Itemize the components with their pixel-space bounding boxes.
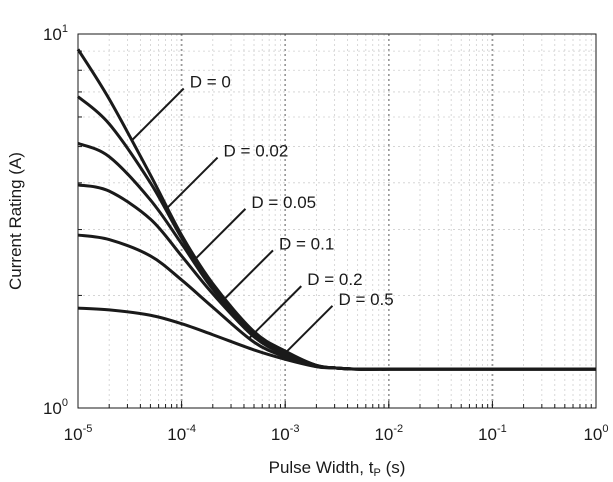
y-tick-label: 100 bbox=[43, 397, 68, 418]
series-lines bbox=[76, 48, 596, 371]
series-label-5: D = 0.5 bbox=[338, 290, 393, 309]
series-line-5 bbox=[77, 306, 596, 371]
y-tick-labels: 100 101 bbox=[43, 23, 68, 418]
series-label-3: D = 0.1 bbox=[279, 234, 334, 253]
x-tick-label: 10-2 bbox=[374, 423, 403, 444]
x-tick-label: 10-1 bbox=[478, 423, 507, 444]
annotation-leader-4 bbox=[248, 285, 302, 339]
annotation-leader-5 bbox=[279, 305, 334, 359]
x-tick-label: 10-3 bbox=[271, 423, 300, 444]
series-label-0: D = 0 bbox=[190, 73, 231, 92]
annotation-leader-3 bbox=[220, 249, 274, 304]
series-line-2 bbox=[77, 141, 596, 371]
annotation-leader-2 bbox=[192, 208, 247, 262]
series-annotations: D = 0 D = 0.02 D = 0.05 D = 0.1 D = 0.2D = 0… bbox=[131, 73, 394, 359]
x-tick-labels: 10-5 10-4 10-3 10-2 10-1 100 bbox=[64, 423, 609, 444]
x-tick-label: 10-4 bbox=[167, 423, 196, 444]
x-axis-title-main: Pulse Width, t bbox=[269, 458, 374, 477]
x-axis-title-unit: (s) bbox=[386, 458, 406, 477]
grid-lines bbox=[78, 34, 596, 408]
y-tick-label: 101 bbox=[43, 23, 68, 44]
x-axis-title-subscript: P bbox=[373, 467, 380, 479]
series-line-4 bbox=[77, 233, 596, 371]
x-tick-label: 100 bbox=[583, 423, 608, 444]
plot-frame bbox=[77, 33, 597, 409]
series-label-4: D = 0.2 bbox=[307, 270, 362, 289]
series-label-1: D = 0.02 bbox=[224, 142, 289, 161]
annotation-leader-1 bbox=[164, 156, 219, 211]
y-axis-title: Current Rating (A) bbox=[6, 152, 25, 290]
annotation-leader-0 bbox=[131, 87, 185, 142]
series-line-1 bbox=[77, 95, 596, 371]
series-line-0 bbox=[76, 48, 596, 371]
x-tick-label: 10-5 bbox=[64, 423, 93, 444]
series-label-2: D = 0.05 bbox=[251, 193, 316, 212]
x-axis-title: Pulse Width, tP (s) bbox=[269, 458, 406, 479]
